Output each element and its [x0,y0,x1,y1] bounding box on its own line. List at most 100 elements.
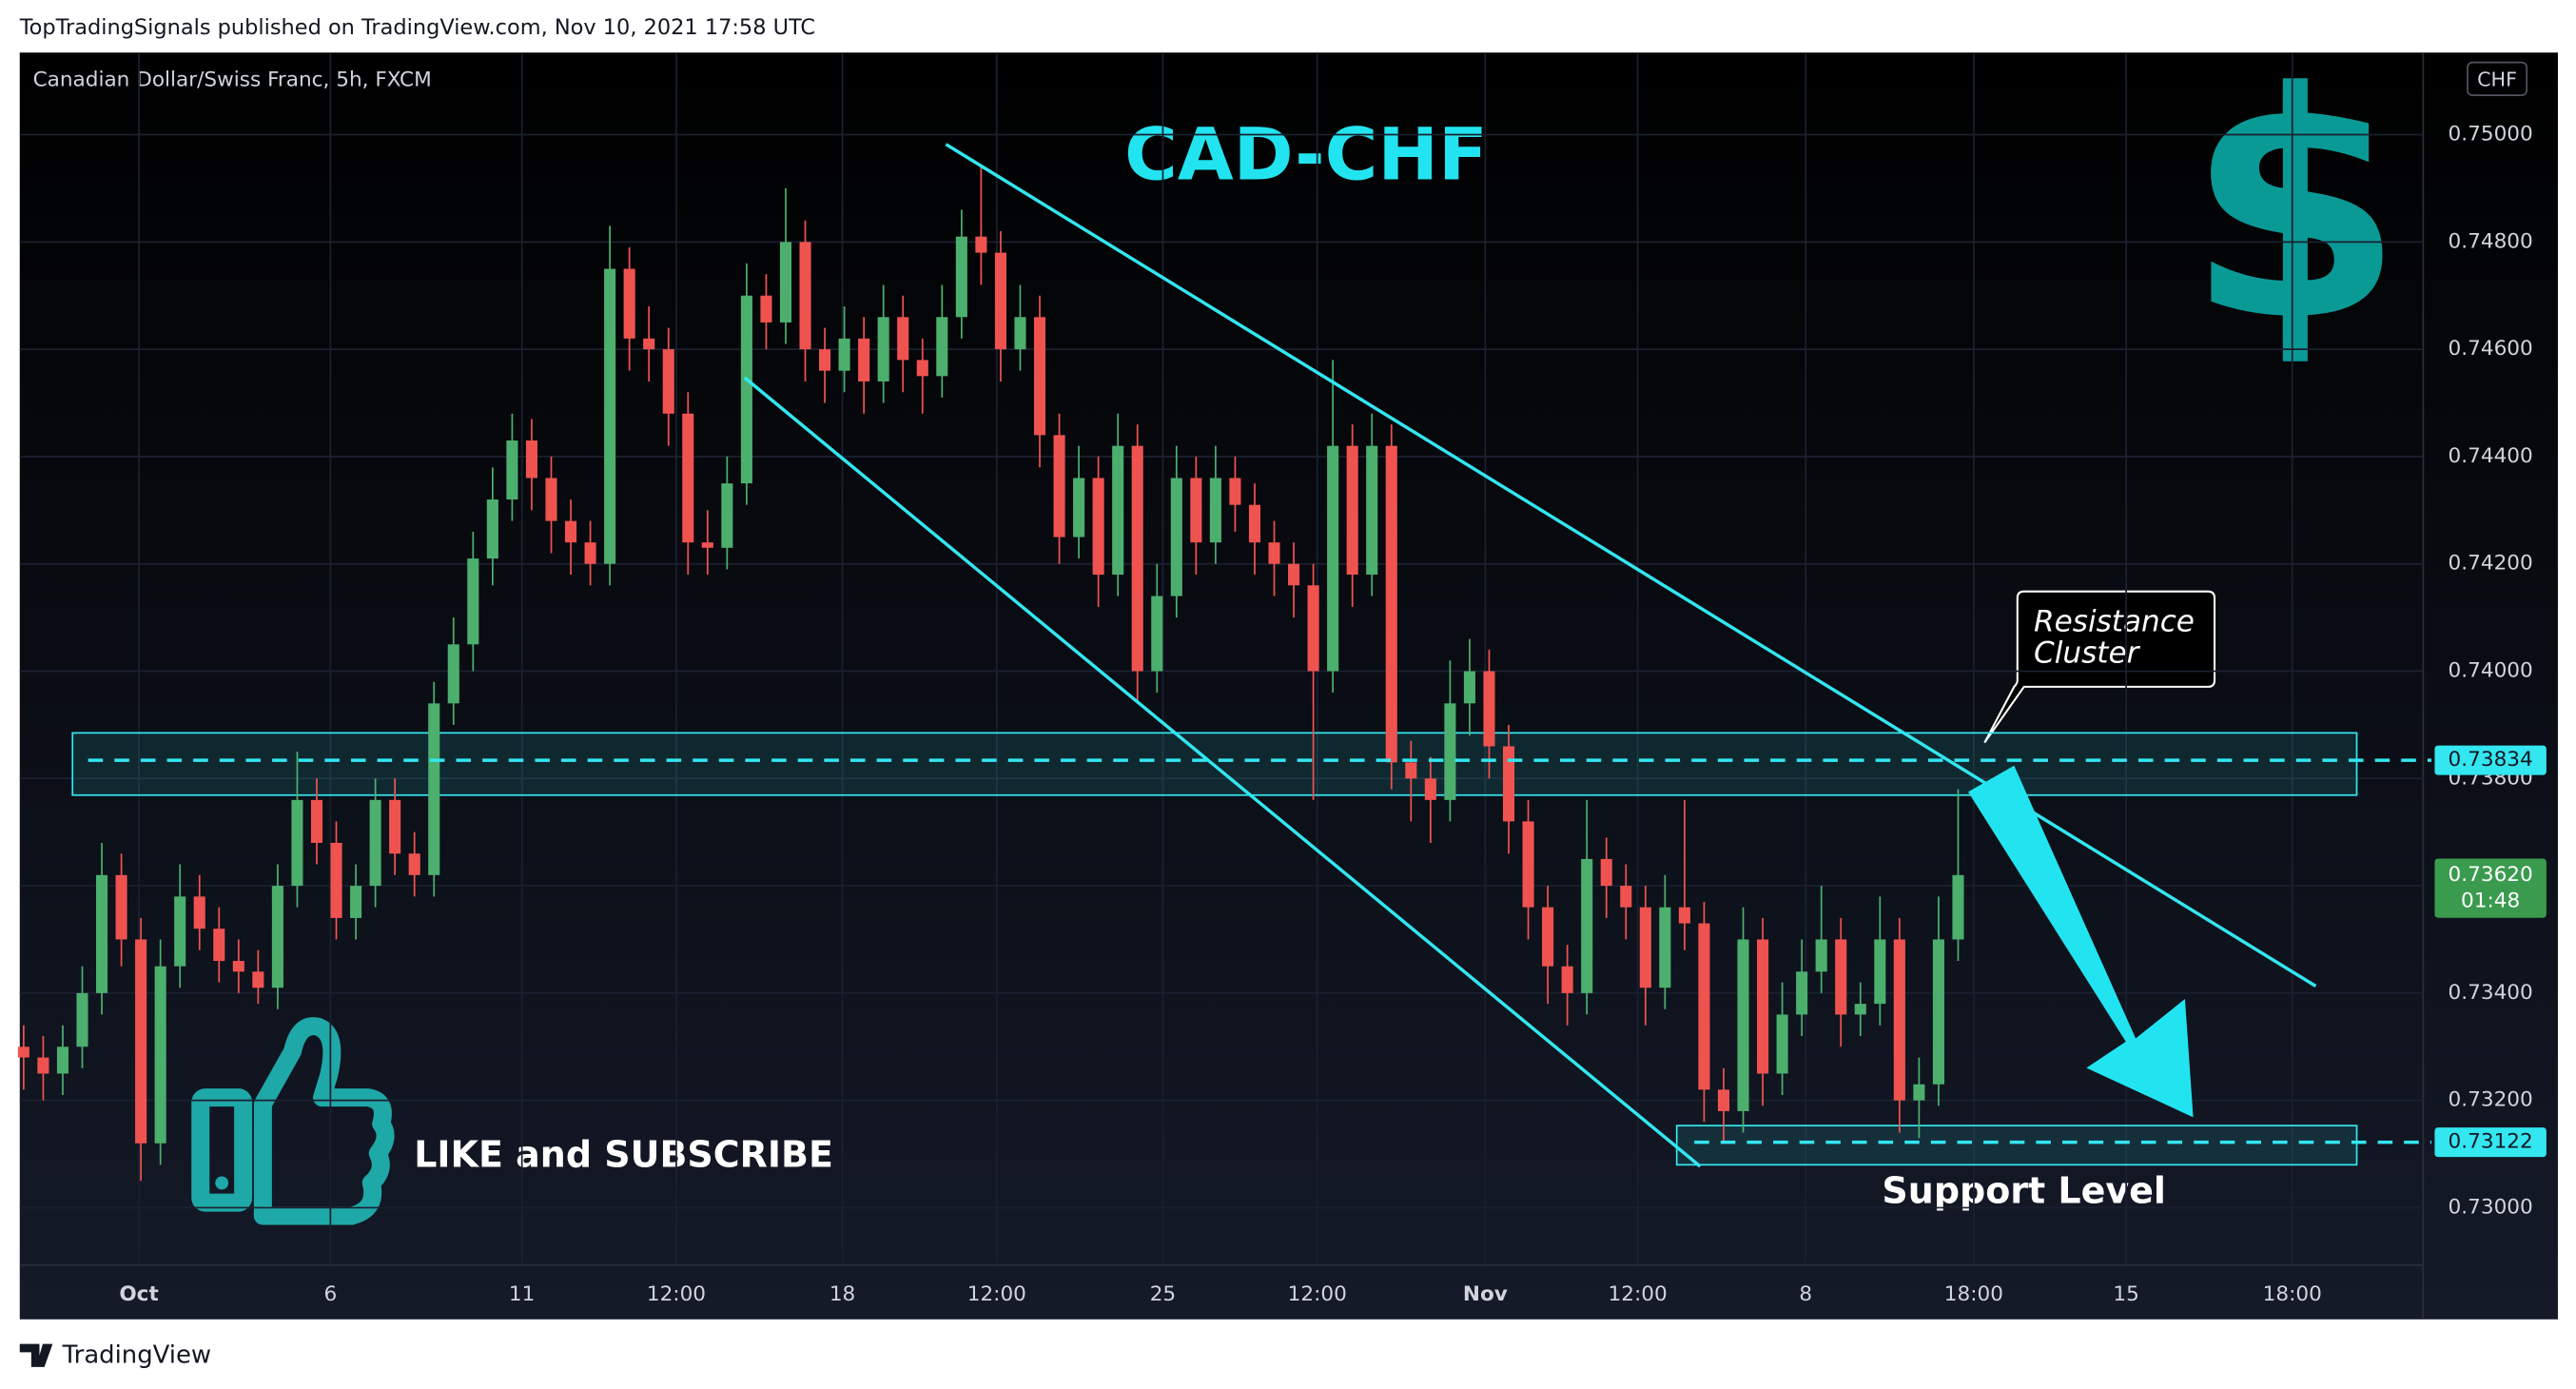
candle-body [1033,317,1046,436]
down-arrow [1967,765,2194,1118]
dollar-icon: $ [2186,26,2403,389]
callout-box [1983,590,2216,744]
candle-body [545,478,557,521]
publish-info: TopTradingSignals published on TradingVi… [19,15,815,40]
x-tick-label: 18 [829,1282,855,1306]
candle-body [1053,435,1065,538]
candle-body [584,542,596,564]
candle-body [1092,478,1104,575]
candle-body [1444,703,1456,800]
x-tick-label: 6 [324,1282,338,1306]
candle-body [994,252,1006,350]
y-tick-label: 0.74800 [2449,229,2533,253]
candle-body [564,520,577,543]
price-label-box [2434,745,2547,775]
candle-body [1620,886,1632,908]
candle-body [955,236,967,318]
x-tick-label: 12:00 [1608,1282,1667,1306]
candle-body [1542,907,1554,967]
candle-body [115,874,127,940]
candle-body [916,360,928,377]
candle-body [1698,923,1710,1090]
candle-body [1307,585,1319,672]
candle-body [486,499,498,559]
candle-body [1893,939,1905,1101]
candle-body [936,317,948,377]
candle-body [1209,478,1221,543]
candle-body [17,1047,29,1058]
x-tick-label: 12:00 [967,1282,1026,1306]
currency: CHF [2477,68,2517,91]
candle-body [1874,939,1886,1005]
candle-body [467,558,479,645]
candle-body [682,413,694,543]
cta: LIKE and SUBSCRIBE [414,1133,833,1175]
candle-body [350,886,362,918]
candle-body [897,317,909,361]
candle-body [1424,778,1436,800]
x-tick-label: Nov [1463,1282,1508,1306]
candle-body [1131,445,1143,672]
candle-body [1659,907,1671,988]
tv-logo [19,1343,53,1367]
y-tick-label: 0.74000 [2449,658,2533,682]
candle-body [1561,966,1573,993]
last-price-label: 0.73620 [2449,863,2533,887]
callout-line: Cluster [2034,636,2141,670]
countdown-label: 01:48 [2461,889,2520,912]
candle-body [232,961,244,972]
zone [1675,1125,2358,1166]
support-label: Support Level [1882,1169,2166,1211]
candle-body [858,338,870,381]
x-tick-label: 18:00 [2263,1282,2322,1306]
x-tick-label: 12:00 [1288,1282,1347,1306]
candle-body [1737,939,1749,1111]
candle-body [310,799,323,843]
candle-body [1073,478,1085,538]
x-tick-label: 25 [1150,1282,1176,1306]
candle-body [271,886,283,988]
candle-body [1952,874,1964,940]
candle-body [213,929,225,962]
candle-body [838,338,850,371]
callout-line: Resistance [2034,605,2195,639]
candle-body [1229,478,1241,505]
candle-body [1483,671,1495,747]
candle-body [604,268,616,564]
candle-body [1835,939,1847,1015]
candle-body [643,338,655,350]
y-tick-label: 0.74600 [2449,337,2533,361]
chart-title: CAD-CHF [1124,112,1488,197]
candle-body [1639,907,1651,988]
candle-body [819,349,831,371]
candle-body [1151,596,1163,672]
candle-body [701,542,713,548]
candle-body [506,440,518,500]
candle-body [1776,1014,1788,1074]
candle-body [1366,445,1378,575]
thumbs-up-icon [191,1017,395,1225]
candle-body [95,874,108,993]
candle-body [1170,478,1182,597]
channel-line [945,143,2317,988]
candle-body [1463,671,1475,704]
candle-body [1502,746,1515,822]
candle-body [1717,1089,1730,1111]
candle-body [37,1057,49,1074]
x-tick-label: 11 [509,1282,535,1306]
candle-body [525,440,537,479]
candle-body [1854,1004,1866,1015]
candle-body [662,349,674,414]
candle-body [623,268,635,339]
candle-body [1581,858,1593,993]
x-tick-label: Oct [119,1282,158,1306]
candle-body [1385,445,1397,763]
candle-body [1288,563,1300,586]
candle-body [1190,478,1202,543]
candle-body [1678,907,1690,924]
candle-body [291,799,303,887]
x-tick-label: 8 [1799,1282,1812,1306]
candle-body [447,644,459,704]
